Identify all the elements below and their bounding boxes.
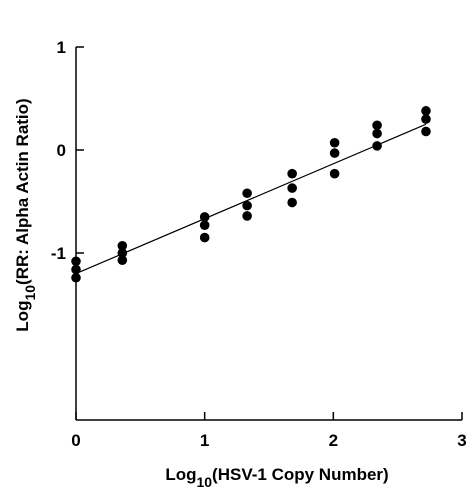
y-tick-label: 0	[57, 141, 66, 160]
x-axis-title-subscript: 10	[196, 474, 212, 490]
ticks: 0 1 2 3 -1 0 1	[51, 38, 467, 450]
x-tick-label: 0	[71, 431, 80, 450]
y-axis-title-prefix: Log	[13, 301, 32, 332]
data-point	[199, 220, 210, 230]
x-tick-label: 1	[200, 431, 209, 450]
y-axis-title-subscript: 10	[22, 285, 38, 301]
data-point	[329, 137, 340, 148]
data-point	[421, 106, 431, 116]
data-point	[287, 197, 297, 208]
x-axis-title-prefix: Log	[165, 465, 196, 484]
data-point	[287, 168, 297, 179]
x-tick-label: 3	[457, 431, 466, 450]
data-point	[242, 188, 252, 199]
x-axis-title: Log10(HSV-1 Copy Number)	[165, 465, 388, 490]
y-axis-title-text: (RR: Alpha Actin Ratio)	[13, 98, 32, 285]
data-point	[242, 211, 252, 221]
data-point	[117, 240, 128, 251]
x-axis-title-text: (HSV-1 Copy Number)	[212, 465, 389, 484]
data-point	[242, 200, 252, 211]
data-point	[421, 114, 431, 124]
axes	[75, 47, 462, 421]
data-point	[372, 141, 382, 151]
data-point	[372, 120, 382, 131]
data-point	[71, 264, 81, 275]
x-tick-label: 2	[329, 431, 338, 450]
y-axis-title: Log10(RR: Alpha Actin Ratio)	[13, 98, 38, 331]
data-point	[372, 128, 382, 139]
data-point	[117, 255, 128, 266]
y-tick-label: -1	[51, 244, 66, 263]
data-point	[199, 212, 210, 222]
y-tick-label: 1	[57, 38, 66, 57]
data-point	[421, 126, 431, 137]
data-points	[71, 106, 431, 283]
data-point	[329, 168, 340, 179]
data-point	[71, 272, 81, 283]
fit-line-group	[75, 123, 427, 275]
data-point	[287, 183, 297, 193]
regression-line	[75, 123, 427, 275]
data-point	[199, 232, 210, 243]
data-point	[117, 248, 128, 258]
data-point	[329, 148, 340, 158]
data-point	[71, 256, 81, 267]
